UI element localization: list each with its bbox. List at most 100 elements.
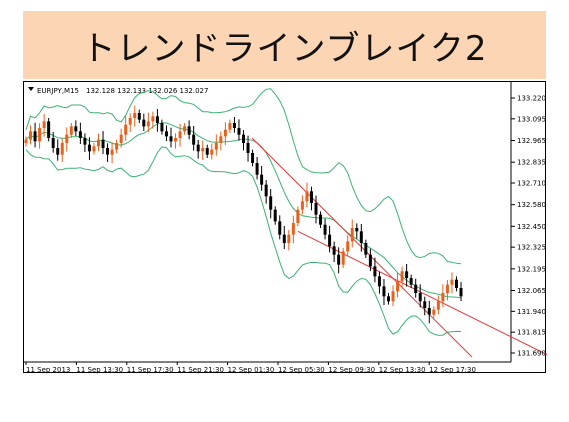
trendline-upper xyxy=(251,137,473,358)
candle-body xyxy=(359,231,363,243)
trendline-lower xyxy=(297,230,547,356)
candle-body xyxy=(124,124,128,135)
candle-body xyxy=(287,234,291,243)
candle-body xyxy=(368,254,372,267)
candle-body xyxy=(33,131,37,142)
candle-body xyxy=(219,136,223,143)
candle-body xyxy=(300,201,304,210)
candle-body xyxy=(264,184,268,197)
y-tick-label: 131.690 xyxy=(517,350,546,358)
candle-body xyxy=(273,209,277,222)
candle-body xyxy=(319,214,323,225)
candle-body xyxy=(391,291,395,302)
candle-body xyxy=(65,134,69,143)
candle-body xyxy=(409,278,413,285)
candle-body xyxy=(450,279,454,285)
candle-body xyxy=(128,118,132,125)
candle-body xyxy=(441,293,445,302)
candle-body xyxy=(83,138,87,145)
candle-body xyxy=(278,221,282,235)
time-axis: 11 Sep 2013 11 Sep 13:30 11 Sep 17:30 11 Se… xyxy=(25,362,476,374)
y-tick-label: 132.835 xyxy=(517,159,546,167)
candle-body xyxy=(445,284,449,293)
candle-body xyxy=(373,266,377,277)
candle-body xyxy=(350,228,354,242)
chart-frame: EURJPY,M15 132.128 132.133 132.026 132.0… xyxy=(23,81,547,374)
price-axis: 133.220 133.095 132.965 132.835 132.710 132.5… xyxy=(511,95,546,358)
x-tick-label: 12 Sep 09:30 xyxy=(328,366,375,374)
candle-body xyxy=(155,116,159,123)
candle-body xyxy=(29,131,33,140)
candle-body xyxy=(427,308,431,315)
candle-body xyxy=(228,123,232,130)
y-tick-label: 132.065 xyxy=(517,287,546,295)
candle-body xyxy=(196,144,200,152)
candle-body xyxy=(214,143,218,150)
y-tick-label: 133.220 xyxy=(517,95,546,103)
candle-body xyxy=(183,126,187,132)
candle-body xyxy=(164,131,168,137)
candle-body xyxy=(251,153,255,163)
x-tick-label: 12 Sep 13:30 xyxy=(379,366,426,374)
candle-body xyxy=(201,148,205,152)
candle-body xyxy=(160,123,164,132)
candle-body xyxy=(60,143,64,155)
candle-body xyxy=(174,138,178,142)
candle-body xyxy=(47,121,51,138)
candle-body xyxy=(341,251,345,265)
candle-body xyxy=(115,143,119,150)
candle-body xyxy=(246,143,250,153)
candle-body xyxy=(232,123,236,128)
candle-body xyxy=(137,113,141,120)
candle-body xyxy=(387,296,390,302)
bollinger-bands xyxy=(25,88,462,336)
candle-body xyxy=(405,271,409,278)
candle-body xyxy=(237,128,241,135)
candle-body xyxy=(42,121,46,128)
candle-body xyxy=(296,209,300,223)
page-title: トレンドラインブレイク2 xyxy=(81,28,488,69)
candle-body xyxy=(110,149,114,155)
candle-body xyxy=(74,126,78,132)
y-tick-label: 131.940 xyxy=(517,308,546,316)
candle-body xyxy=(133,113,137,118)
x-tick-label: 12 Sep 01:30 xyxy=(228,366,275,374)
y-tick-label: 132.580 xyxy=(517,201,546,209)
candle-body xyxy=(309,191,313,203)
x-tick-label: 12 Sep 17:30 xyxy=(429,366,476,374)
x-tick-label: 11 Sep 2013 xyxy=(26,366,70,374)
candle-body xyxy=(255,163,259,175)
candle-body xyxy=(178,131,182,138)
candle-body xyxy=(69,126,73,135)
candle-body xyxy=(146,121,150,127)
candle-body xyxy=(101,139,105,148)
candle-body xyxy=(282,234,286,243)
candle-body xyxy=(87,144,91,152)
trendlines xyxy=(251,137,547,358)
candle-body xyxy=(205,148,209,155)
candle-body xyxy=(382,286,386,297)
y-tick-label: 132.710 xyxy=(517,180,546,188)
candle-body xyxy=(169,136,173,142)
x-tick-label: 12 Sep 05:30 xyxy=(278,366,325,374)
y-tick-label: 131.815 xyxy=(517,329,546,337)
candle-body xyxy=(459,288,463,297)
candle-body xyxy=(305,191,309,202)
candle-body xyxy=(97,139,100,147)
candle-body xyxy=(436,301,440,310)
candle-body xyxy=(432,309,436,315)
candle-body xyxy=(414,284,418,293)
candle-body xyxy=(418,293,422,302)
x-tick-label: 11 Sep 13:30 xyxy=(76,366,123,374)
band-upper xyxy=(25,88,462,265)
candle-body xyxy=(223,129,227,137)
candle-body xyxy=(423,301,427,308)
candle-body xyxy=(119,134,123,143)
candle-body xyxy=(78,131,82,138)
candle-body xyxy=(106,148,110,155)
candle-body xyxy=(56,148,60,155)
candle-body xyxy=(51,138,55,148)
x-tick-label: 11 Sep 21:30 xyxy=(177,366,224,374)
candle-body xyxy=(396,281,400,292)
symbol-dropdown-icon[interactable] xyxy=(28,87,34,91)
